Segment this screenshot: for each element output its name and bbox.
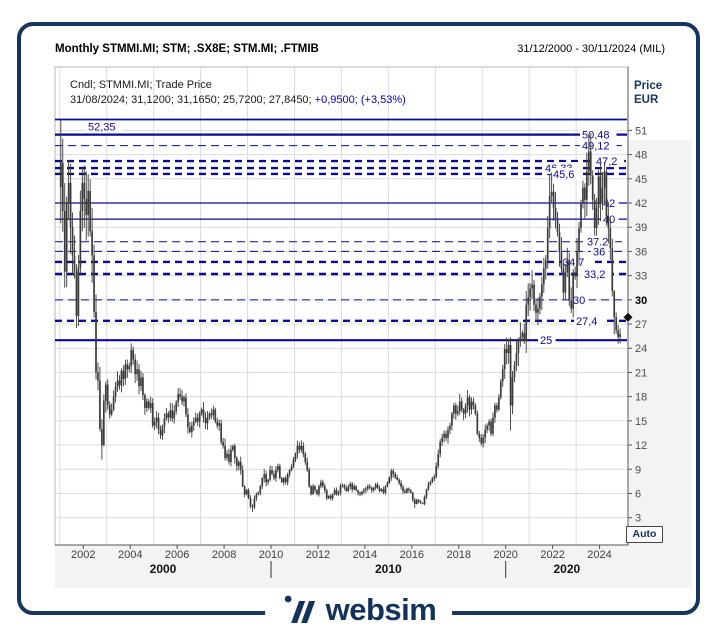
- auto-scale-button[interactable]: Auto: [626, 526, 663, 543]
- svg-text:3: 3: [635, 513, 641, 525]
- websim-logo-text: websim: [325, 592, 437, 627]
- svg-text:42: 42: [635, 198, 647, 210]
- svg-text:12: 12: [635, 440, 647, 452]
- svg-text:48: 48: [635, 150, 647, 162]
- legend-values: 31/08/2024; 31,1200; 31,1650; 25,7200; 2…: [70, 94, 406, 106]
- svg-text:47,2: 47,2: [596, 156, 617, 168]
- background-bands: [55, 140, 692, 588]
- svg-text:24: 24: [635, 343, 647, 355]
- svg-text:2006: 2006: [165, 549, 189, 561]
- price-axis-title-line1: Price: [634, 80, 663, 92]
- svg-text:2004: 2004: [118, 549, 142, 561]
- svg-text:6: 6: [635, 488, 641, 500]
- x-axis: 2002 2004 2006 2008 2010 2012 2014 2016 2018 2020…: [55, 544, 628, 578]
- svg-text:25: 25: [540, 335, 552, 347]
- svg-text:36: 36: [593, 246, 605, 258]
- legend-change: +0,9500; (+3,53%): [314, 94, 406, 106]
- svg-text:2022: 2022: [540, 549, 564, 561]
- svg-text:33,2: 33,2: [584, 269, 605, 281]
- svg-text:2020: 2020: [553, 562, 580, 576]
- svg-text:51: 51: [635, 125, 647, 137]
- svg-text:15: 15: [635, 416, 647, 428]
- svg-text:2018: 2018: [447, 549, 471, 561]
- svg-text:2016: 2016: [400, 549, 424, 561]
- svg-text:36: 36: [635, 246, 647, 258]
- svg-text:30: 30: [635, 295, 647, 307]
- svg-text:49,12: 49,12: [582, 141, 610, 153]
- legend-series: Cndl; STMMI.MI; Trade Price: [70, 79, 212, 91]
- candlestick-chart[interactable]: 52,3550,4849,1247,246,3345,6424037,23634…: [0, 0, 717, 600]
- svg-text:34,7: 34,7: [563, 257, 584, 269]
- chart-title: Monthly STMMI.MI; STM; .SX8E; STM.MI; .F…: [55, 43, 319, 55]
- svg-text:27,4: 27,4: [576, 316, 597, 328]
- websim-logo-mark-icon: [281, 592, 317, 629]
- price-axis: 51 48 45 42 39 36 33 30 27 24 21 18 15 12 9 6 3: [623, 67, 647, 545]
- svg-text:30: 30: [573, 295, 585, 307]
- gridlines: [55, 67, 628, 545]
- svg-text:21: 21: [635, 367, 647, 379]
- svg-text:33: 33: [635, 271, 647, 283]
- legend-ohlc: 31/08/2024; 31,1200; 31,1650; 25,7200; 2…: [70, 94, 315, 106]
- price-axis-title: Price EUR: [634, 79, 662, 107]
- svg-text:45,6: 45,6: [553, 169, 574, 181]
- svg-text:9: 9: [635, 464, 641, 476]
- svg-text:27: 27: [635, 319, 647, 331]
- svg-text:52,35: 52,35: [88, 122, 116, 134]
- svg-text:2008: 2008: [212, 549, 236, 561]
- svg-text:2010: 2010: [259, 549, 283, 561]
- websim-logo: websim: [264, 590, 453, 630]
- price-axis-title-line2: EUR: [634, 94, 659, 106]
- svg-text:2024: 2024: [587, 549, 611, 561]
- svg-text:2000: 2000: [150, 562, 177, 576]
- svg-text:45: 45: [635, 174, 647, 186]
- sr-labels: 52,3550,4849,1247,246,3345,6424037,23634…: [86, 120, 625, 347]
- svg-text:18: 18: [635, 392, 647, 404]
- svg-text:2012: 2012: [306, 549, 330, 561]
- svg-text:2002: 2002: [71, 549, 95, 561]
- svg-text:2020: 2020: [493, 549, 517, 561]
- sr-lines: [55, 118, 627, 342]
- svg-text:2010: 2010: [375, 562, 402, 576]
- last-price-marker: [623, 312, 633, 322]
- candles: [59, 119, 621, 513]
- svg-text:2014: 2014: [353, 549, 377, 561]
- chart-date-range: 31/12/2000 - 30/11/2024 (MIL): [517, 43, 665, 55]
- svg-text:39: 39: [635, 222, 647, 234]
